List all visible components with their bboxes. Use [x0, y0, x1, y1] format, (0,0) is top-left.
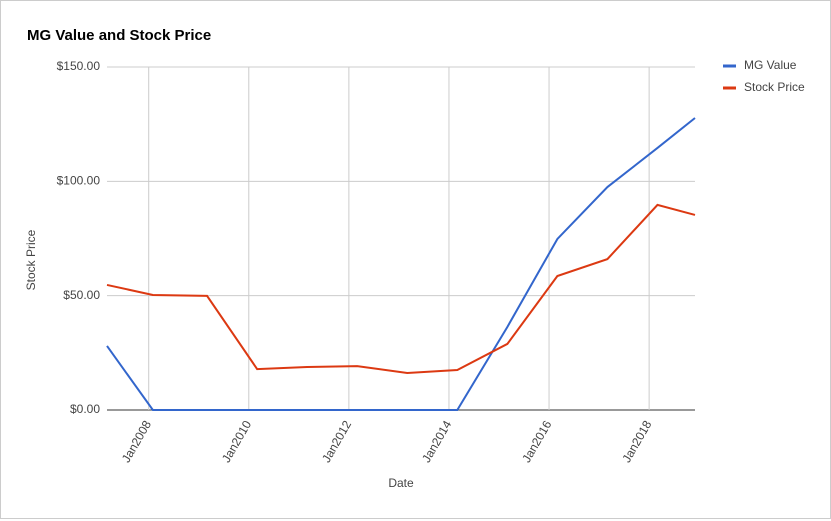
legend-label: Stock Price: [744, 80, 805, 94]
legend-label: MG Value: [744, 58, 797, 72]
y-tick-label: $150.00: [57, 59, 101, 73]
y-axis-label: Stock Price: [24, 229, 38, 290]
y-tick-label: $50.00: [63, 288, 100, 302]
line: [106, 203, 696, 374]
chart-title: MG Value and Stock Price: [27, 27, 211, 44]
y-tick-label: $100.00: [57, 174, 101, 188]
x-axis-label: Date: [388, 476, 414, 490]
line: [106, 117, 696, 411]
y-tick-label: $0.00: [70, 402, 100, 416]
